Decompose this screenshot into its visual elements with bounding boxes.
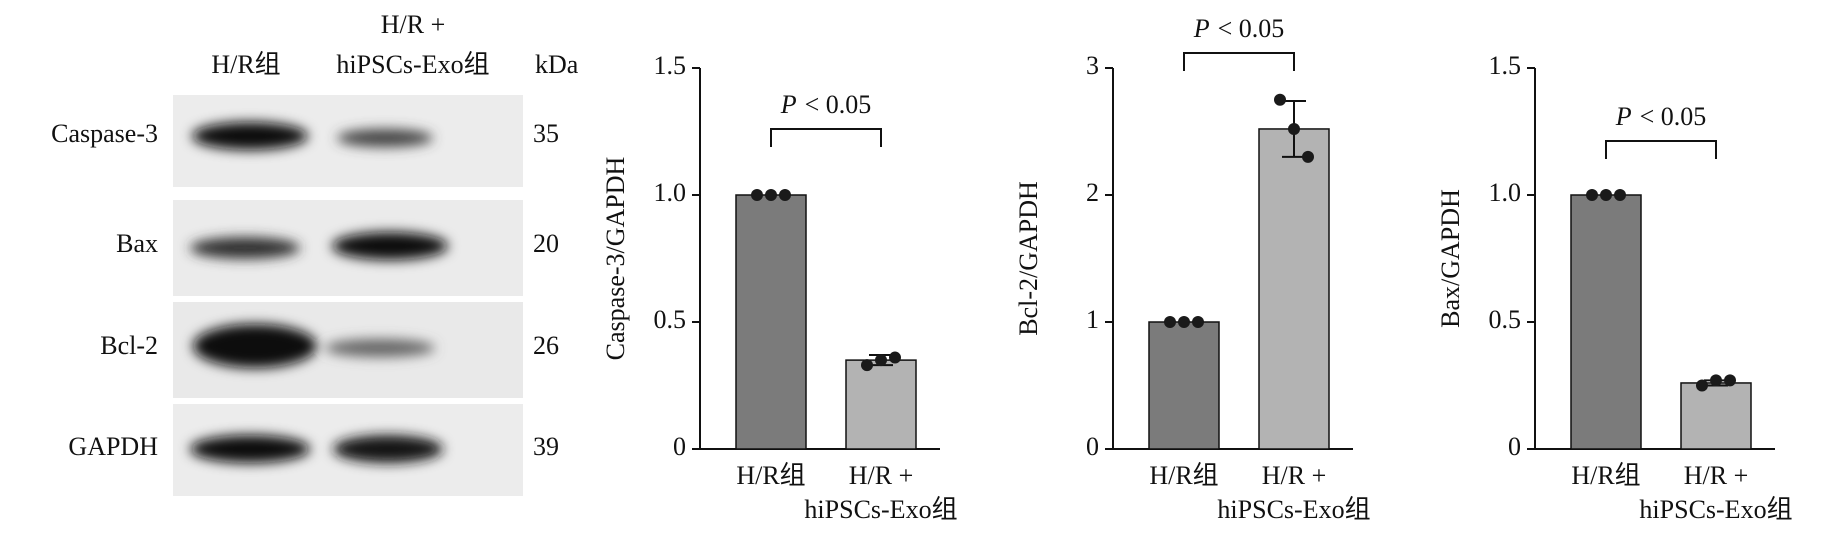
annotation-p: P bbox=[1193, 14, 1210, 43]
x-tick-label: H/R组 bbox=[736, 461, 805, 490]
y-axis-label: Bcl-2/GAPDH bbox=[1014, 181, 1043, 336]
data-point bbox=[1586, 189, 1598, 201]
annotation-text: < 0.05 bbox=[1640, 102, 1707, 131]
bar bbox=[735, 194, 807, 450]
kda-label: 35 bbox=[533, 119, 559, 148]
column-label: H/R组 bbox=[211, 50, 280, 79]
data-point bbox=[1614, 189, 1626, 201]
y-axis-label: Bax/GAPDH bbox=[1436, 189, 1465, 328]
kda-label: 26 bbox=[533, 331, 559, 360]
band bbox=[337, 129, 433, 147]
data-point bbox=[765, 189, 777, 201]
bar bbox=[1258, 128, 1330, 450]
data-point bbox=[1192, 316, 1204, 328]
unit-label: kDa bbox=[535, 50, 579, 79]
data-point bbox=[1600, 189, 1612, 201]
data-point bbox=[1302, 150, 1314, 163]
x-tick-label: H/R组 bbox=[1149, 461, 1218, 490]
kda-label: 20 bbox=[533, 229, 559, 258]
data-point bbox=[1288, 122, 1300, 135]
data-point bbox=[779, 189, 791, 201]
y-tick-label: 1.0 bbox=[1489, 178, 1522, 207]
y-tick-label: 1.5 bbox=[654, 51, 687, 80]
data-point bbox=[1164, 316, 1176, 328]
y-tick-label: 2 bbox=[1086, 178, 1099, 207]
bar bbox=[1148, 321, 1220, 450]
data-point bbox=[861, 359, 873, 372]
x-tick-label: H/R组 bbox=[1571, 461, 1640, 490]
data-point bbox=[1696, 379, 1708, 392]
row-label: Bax bbox=[116, 229, 158, 258]
row-label: Caspase-3 bbox=[51, 119, 158, 148]
bar bbox=[1570, 194, 1642, 450]
y-tick-label: 0 bbox=[1086, 432, 1099, 461]
column-label: H/R + bbox=[381, 10, 446, 39]
x-tick-label: H/R + bbox=[1262, 461, 1327, 490]
band bbox=[190, 435, 310, 463]
data-point bbox=[1274, 93, 1286, 106]
band bbox=[193, 324, 317, 368]
band bbox=[325, 339, 435, 357]
bar bbox=[845, 359, 917, 450]
band bbox=[332, 232, 448, 260]
data-point bbox=[875, 354, 887, 367]
data-point bbox=[1710, 374, 1722, 387]
annotation-p: P bbox=[1615, 102, 1632, 131]
row-label: GAPDH bbox=[68, 432, 158, 461]
y-tick-label: 1 bbox=[1086, 305, 1099, 334]
annotation: P < 0.05 bbox=[780, 90, 872, 119]
significance-bracket bbox=[770, 128, 882, 147]
x-tick-label: H/R + bbox=[1684, 461, 1749, 490]
y-tick-label: 0.5 bbox=[654, 305, 687, 334]
band bbox=[192, 122, 308, 150]
band bbox=[333, 435, 443, 463]
x-tick-label: hiPSCs-Exo组 bbox=[1217, 495, 1370, 524]
row-label: Bcl-2 bbox=[100, 331, 158, 360]
x-tick-label: H/R + bbox=[849, 461, 914, 490]
band bbox=[190, 237, 300, 259]
x-tick-label: hiPSCs-Exo组 bbox=[1639, 495, 1792, 524]
y-tick-label: 1.5 bbox=[1489, 51, 1522, 80]
x-tick-label: hiPSCs-Exo组 bbox=[804, 495, 957, 524]
column-label: hiPSCs-Exo组 bbox=[336, 50, 489, 79]
annotation-text: < 0.05 bbox=[1218, 14, 1285, 43]
data-point bbox=[1724, 374, 1736, 387]
y-axis-label: Caspase-3/GAPDH bbox=[601, 156, 630, 360]
data-point bbox=[889, 351, 901, 364]
western-blot bbox=[173, 95, 523, 496]
annotation-text: < 0.05 bbox=[805, 90, 872, 119]
data-point bbox=[751, 189, 763, 201]
y-tick-label: 0.5 bbox=[1489, 305, 1522, 334]
bar bbox=[1680, 382, 1752, 450]
y-tick-label: 3 bbox=[1086, 51, 1099, 80]
y-tick-label: 0 bbox=[673, 432, 686, 461]
significance-bracket bbox=[1183, 52, 1295, 71]
y-tick-label: 1.0 bbox=[654, 178, 687, 207]
data-point bbox=[1178, 316, 1190, 328]
significance-bracket bbox=[1605, 140, 1717, 159]
y-tick-label: 0 bbox=[1508, 432, 1521, 461]
annotation-p: P bbox=[780, 90, 797, 119]
annotation: P < 0.05 bbox=[1193, 14, 1285, 43]
kda-label: 39 bbox=[533, 432, 559, 461]
annotation: P < 0.05 bbox=[1615, 102, 1707, 131]
